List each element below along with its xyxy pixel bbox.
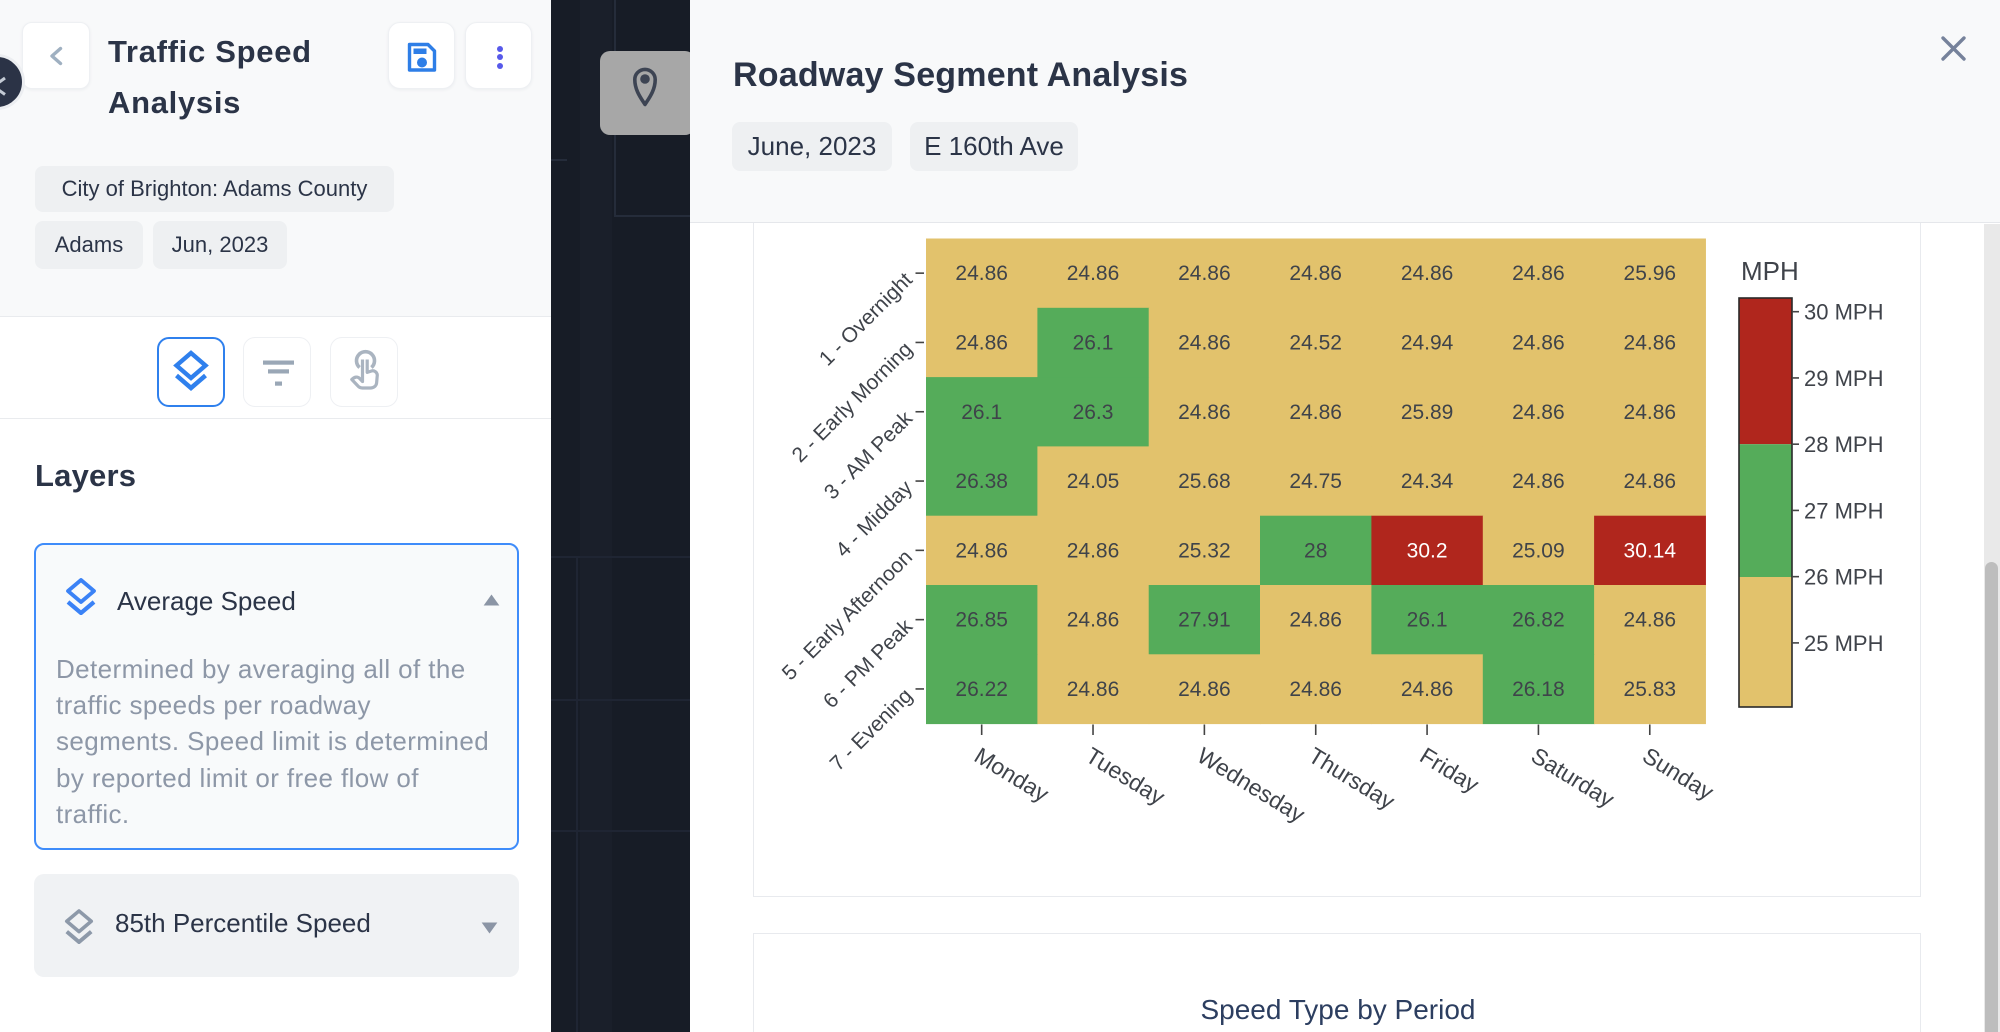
svg-text:30.14: 30.14 <box>1624 539 1677 562</box>
svg-text:Wednesday: Wednesday <box>1193 742 1310 828</box>
svg-text:24.86: 24.86 <box>1512 262 1565 285</box>
svg-text:24.86: 24.86 <box>1178 331 1231 354</box>
svg-text:Tuesday: Tuesday <box>1081 742 1169 810</box>
svg-text:25 MPH: 25 MPH <box>1804 631 1883 656</box>
svg-text:26.22: 26.22 <box>955 678 1008 701</box>
svg-text:Sunday: Sunday <box>1638 742 1719 805</box>
svg-text:MPH: MPH <box>1741 256 1799 286</box>
svg-text:24.86: 24.86 <box>955 331 1008 354</box>
svg-text:25.68: 25.68 <box>1178 470 1231 493</box>
svg-text:25.32: 25.32 <box>1178 539 1231 562</box>
svg-text:27.91: 27.91 <box>1178 609 1231 632</box>
svg-text:26.82: 26.82 <box>1512 609 1565 632</box>
svg-text:28: 28 <box>1304 539 1327 562</box>
svg-text:26.3: 26.3 <box>1073 401 1114 424</box>
svg-text:24.86: 24.86 <box>1289 401 1342 424</box>
svg-text:27 MPH: 27 MPH <box>1804 498 1883 523</box>
svg-text:Friday: Friday <box>1415 742 1483 798</box>
svg-text:24.52: 24.52 <box>1289 331 1342 354</box>
svg-text:24.94: 24.94 <box>1401 331 1454 354</box>
svg-text:30 MPH: 30 MPH <box>1804 300 1883 325</box>
svg-text:24.86: 24.86 <box>1624 609 1677 632</box>
svg-text:24.86: 24.86 <box>1178 401 1231 424</box>
svg-text:25.96: 25.96 <box>1624 262 1677 285</box>
svg-text:24.86: 24.86 <box>955 262 1008 285</box>
svg-text:24.86: 24.86 <box>1067 609 1120 632</box>
svg-text:24.86: 24.86 <box>955 539 1008 562</box>
svg-text:Monday: Monday <box>970 742 1054 807</box>
svg-text:24.86: 24.86 <box>1512 331 1565 354</box>
svg-text:24.86: 24.86 <box>1512 401 1565 424</box>
svg-text:24.86: 24.86 <box>1067 678 1120 701</box>
svg-text:26.1: 26.1 <box>1407 609 1448 632</box>
svg-text:24.75: 24.75 <box>1289 470 1342 493</box>
svg-text:25.83: 25.83 <box>1624 678 1677 701</box>
svg-text:26.1: 26.1 <box>1073 331 1114 354</box>
svg-text:24.86: 24.86 <box>1401 262 1454 285</box>
svg-text:24.86: 24.86 <box>1289 609 1342 632</box>
svg-text:24.86: 24.86 <box>1289 262 1342 285</box>
svg-text:26.85: 26.85 <box>955 609 1008 632</box>
svg-text:26.1: 26.1 <box>961 401 1002 424</box>
svg-text:29 MPH: 29 MPH <box>1804 366 1883 391</box>
svg-text:25.09: 25.09 <box>1512 539 1565 562</box>
svg-text:24.86: 24.86 <box>1624 331 1677 354</box>
svg-text:26.38: 26.38 <box>955 470 1008 493</box>
svg-text:Saturday: Saturday <box>1527 742 1620 813</box>
svg-text:26.18: 26.18 <box>1512 678 1565 701</box>
svg-text:24.86: 24.86 <box>1067 262 1120 285</box>
svg-text:26 MPH: 26 MPH <box>1804 565 1883 590</box>
svg-text:24.86: 24.86 <box>1067 539 1120 562</box>
svg-text:24.86: 24.86 <box>1624 401 1677 424</box>
svg-text:28 MPH: 28 MPH <box>1804 432 1883 457</box>
svg-text:24.86: 24.86 <box>1289 678 1342 701</box>
svg-text:2 - Early Morning: 2 - Early Morning <box>788 338 917 467</box>
svg-text:24.05: 24.05 <box>1067 470 1120 493</box>
svg-text:24.86: 24.86 <box>1178 262 1231 285</box>
svg-text:30.2: 30.2 <box>1407 539 1448 562</box>
svg-text:5 - Early Afternoon: 5 - Early Afternoon <box>778 546 917 685</box>
svg-text:24.86: 24.86 <box>1178 678 1231 701</box>
svg-text:24.86: 24.86 <box>1512 470 1565 493</box>
svg-text:24.86: 24.86 <box>1401 678 1454 701</box>
svg-text:25.89: 25.89 <box>1401 401 1454 424</box>
svg-text:24.34: 24.34 <box>1401 470 1454 493</box>
svg-text:Thursday: Thursday <box>1304 742 1400 815</box>
svg-text:24.86: 24.86 <box>1624 470 1677 493</box>
